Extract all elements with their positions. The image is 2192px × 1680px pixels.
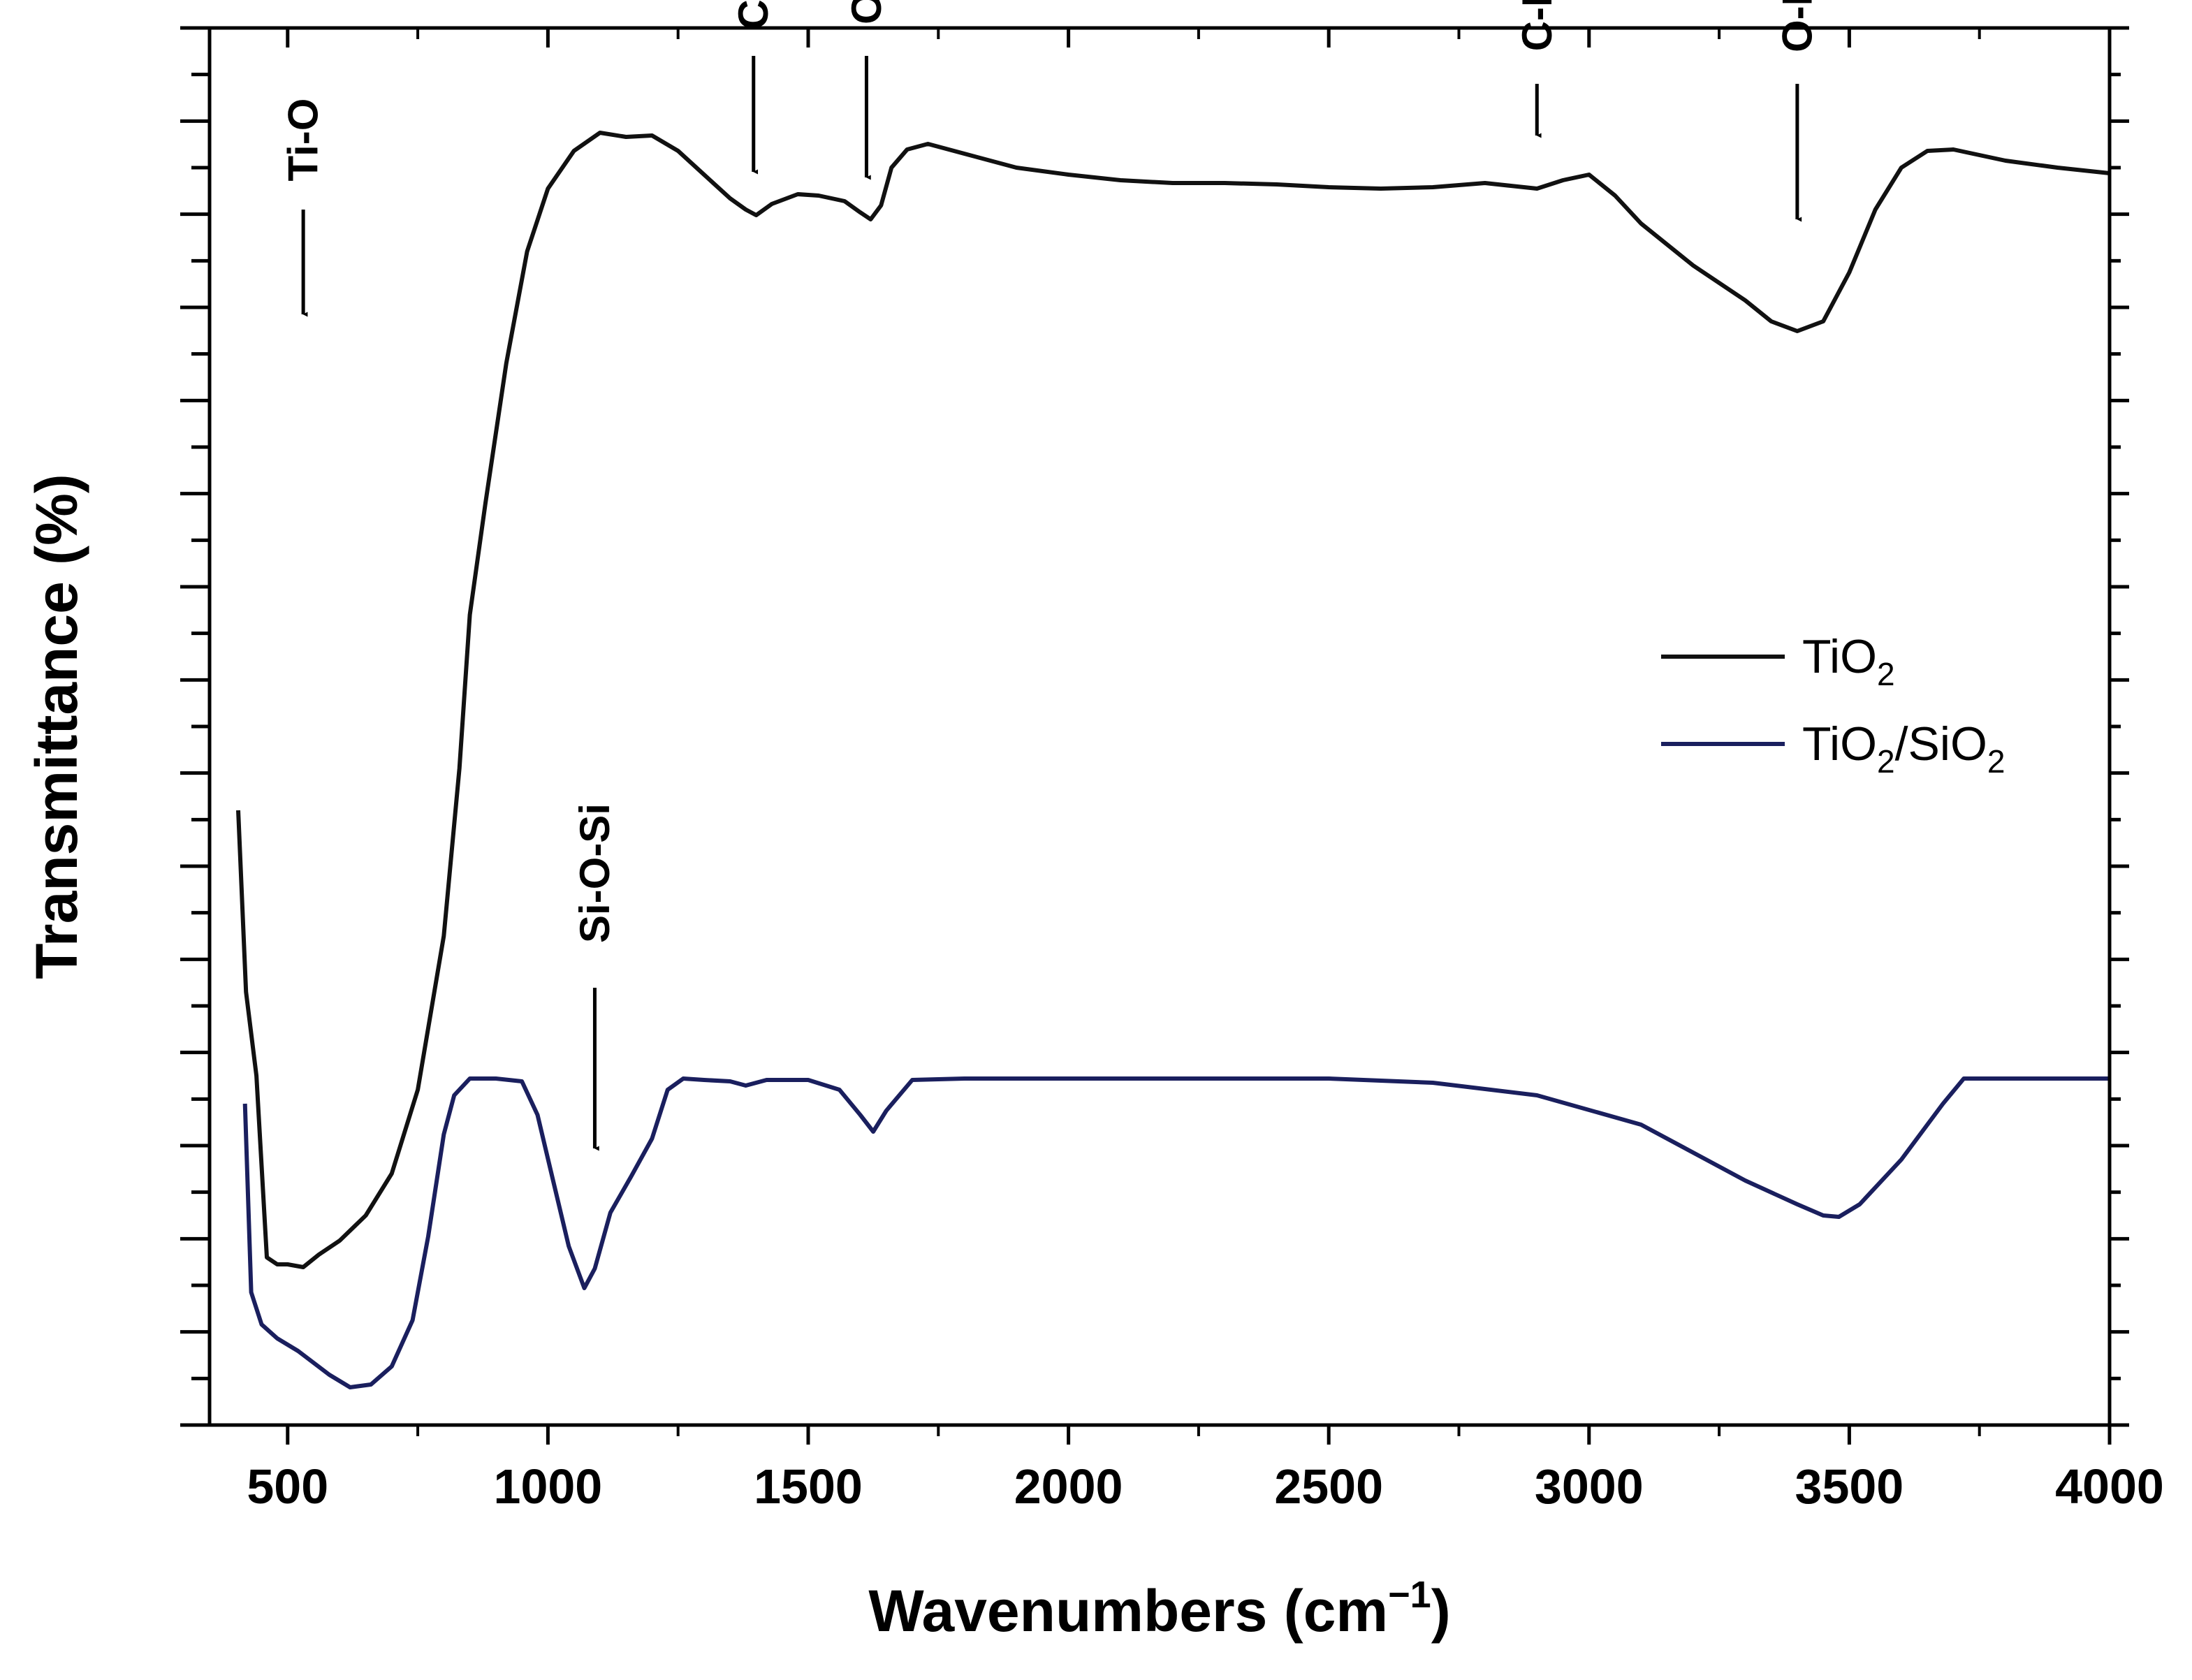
y-axis-title: Transmittance (%) [24, 474, 89, 979]
peak-label-5: Si-O-Si [571, 803, 618, 943]
x-axis-title: Wavenumbers (cm−1) [868, 1574, 1450, 1644]
x-tick-label-3500: 3500 [1795, 1459, 1904, 1514]
peak-label-1: C=O [730, 0, 777, 30]
legend: TiO2 TiO2/SiO2 [1661, 630, 2005, 780]
x-tick-label-4000: 4000 [2055, 1459, 2164, 1514]
peak-label-2: O-H [843, 0, 890, 24]
x-tick-label-1000: 1000 [494, 1459, 603, 1514]
x-tick-label-2000: 2000 [1014, 1459, 1123, 1514]
peak-label-4: O-H [1774, 0, 1820, 52]
annotations-layer: Ti-O C=O O-H C-H O-H Si-O-Si [280, 0, 1820, 1151]
series-layer [236, 131, 2110, 1389]
series-line-1 [242, 1076, 2110, 1389]
x-tick-label-2500: 2500 [1274, 1459, 1383, 1514]
x-tick-label-1500: 1500 [754, 1459, 863, 1514]
x-tick-label-3000: 3000 [1535, 1459, 1644, 1514]
legend-label-tio2-sio2: TiO2/SiO2 [1802, 717, 2005, 780]
legend-label-tio2: TiO2 [1802, 630, 1895, 692]
series-line-0 [236, 131, 2110, 1269]
peak-label-0: Ti-O [280, 98, 327, 182]
ticks-layer: 500 1000 1500 2000 2500 3000 3500 4000 [180, 26, 2164, 1514]
x-tick-label-500: 500 [247, 1459, 328, 1514]
peak-label-3: C-H [1514, 0, 1561, 51]
